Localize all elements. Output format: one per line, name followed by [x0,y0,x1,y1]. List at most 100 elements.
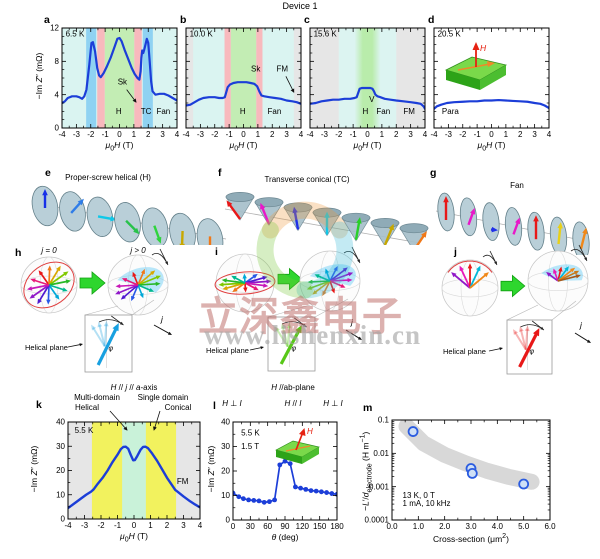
inset-connector [84,305,119,316]
panel-m: m 0.0 1.0 2.0 3.0 4.0 5.0 6.0 0.1 0.01 0.001 0.000… [355,385,590,559]
panel-e-title: Proper-screw helical (H) [65,173,151,182]
current-arrow [285,445,311,452]
tick-label: 0 [231,522,236,531]
arrow [244,282,257,290]
arrow-head [553,268,558,274]
cone-rim [225,192,255,202]
sphere-grid [299,271,361,291]
arrow [294,317,305,326]
data-point [241,496,246,502]
tick-label: 30 [221,442,230,451]
tick-label: -1 [474,130,482,139]
tick-label: 4 [299,130,304,139]
arrow [137,284,143,296]
arrow [489,250,497,264]
data-series [310,86,425,110]
arrow-head [342,267,348,272]
tick-label: 3 [532,130,537,139]
data-point [324,490,329,495]
panel-letter-d: d [428,14,435,26]
data-series [233,458,337,505]
data-point [303,486,309,492]
inset-connector [551,300,577,321]
annotation: FM [177,477,189,486]
tick-label: 180 [330,522,344,531]
arrow [122,284,139,299]
panel-letter-m: m [363,402,373,414]
arrow [224,279,246,284]
arrow-head [286,322,292,329]
field-arrow-head [472,42,480,50]
tick-label: -1 [102,130,110,139]
field-label: H [307,427,313,436]
tick-label: 30 [246,522,255,531]
annotation: 6.5 K [66,29,85,38]
arrow-head [115,284,121,289]
tick-label: 0.01 [373,449,389,458]
arrow-head [491,226,498,233]
arrow-head [77,198,84,206]
curve [310,86,425,110]
tick-label: 4 [423,130,428,139]
arrow [416,233,426,245]
panel-letter-k: k [36,399,42,411]
arrow [38,284,50,302]
arrow-head [103,320,109,327]
data-point [251,498,257,503]
tick-label: -2 [211,130,219,139]
arrow-head [513,329,518,335]
arrow [48,272,67,286]
arrow-head [252,273,258,279]
x-axis-label-a: μ0H (T) [105,140,134,153]
arrow-head [325,268,330,274]
arrow-head [575,274,581,279]
arrow [279,328,301,365]
tick-label: 0 [117,130,122,139]
arrow-head [112,323,119,332]
arrow-head [120,294,126,300]
panel-g-title: Fan [510,181,524,190]
curve [434,98,549,110]
panel-c: c -4 -3 -2 -1 0 1 2 3 4 15.6 K V H Fan FM μ0H (T) [298,10,438,162]
arrow-head [148,288,155,292]
l-h-perp-right-label: H ⊥ I [323,399,343,408]
arrow [293,210,300,230]
arrow [469,273,487,289]
fan-arc-outline [447,260,493,273]
arrow-head [307,279,313,284]
cone-rim [370,218,400,228]
tick-label: 2 [146,130,151,139]
arrow-head [564,266,569,272]
panel-i-sphere-diagram: φ i Helical plane j [206,246,362,372]
tick-label: 4 [175,130,180,139]
tick-label: -3 [445,130,453,139]
inset-connector [267,304,311,318]
arrow [124,278,139,286]
panel-letter-j: j [453,246,457,258]
helical-plane-label: Helical plane [25,343,68,352]
tick-label: 0.001 [369,482,390,491]
spin-disc [459,197,478,237]
panel-e-helical-illustration: e Proper-screw helical (H) [31,167,227,245]
sphere-grid [107,275,169,295]
tick-label: 0 [241,130,246,139]
annotation: FM [403,107,415,116]
tick-label: 12 [50,24,59,33]
arrow [329,268,337,282]
arrow [227,202,241,220]
tick-label: 0 [132,521,137,530]
sphere-grid [460,259,480,317]
conical-drawing [224,192,429,245]
arrow-head [467,263,473,269]
tick-label: 8 [55,57,60,66]
arrow [574,332,590,343]
arrow [548,273,559,282]
arrow-head [421,231,427,238]
arrow-head [121,278,128,282]
tick-label: 3 [181,521,186,530]
arrow-head [115,290,121,295]
y-axis-label-m: −L′/delectrode (H m−1) [358,431,374,511]
arrow-head [584,257,587,261]
sphere-grid [527,271,589,291]
